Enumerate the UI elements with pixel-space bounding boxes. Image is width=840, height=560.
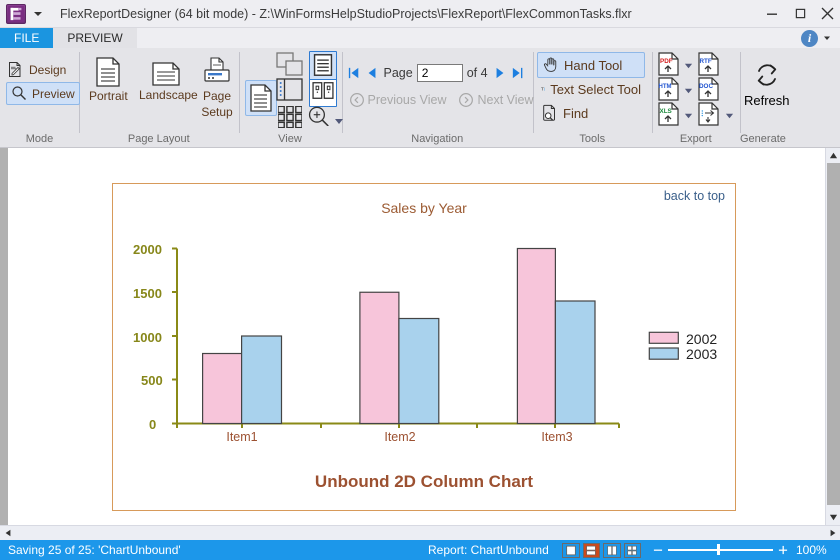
svg-text:T: T (541, 87, 544, 92)
svg-text:XLS: XLS (659, 108, 671, 115)
svg-text:HTM: HTM (658, 84, 671, 90)
svg-text:RTF: RTF (699, 58, 711, 65)
svg-text:PDF: PDF (660, 58, 673, 65)
svg-text:DOC: DOC (699, 83, 713, 90)
